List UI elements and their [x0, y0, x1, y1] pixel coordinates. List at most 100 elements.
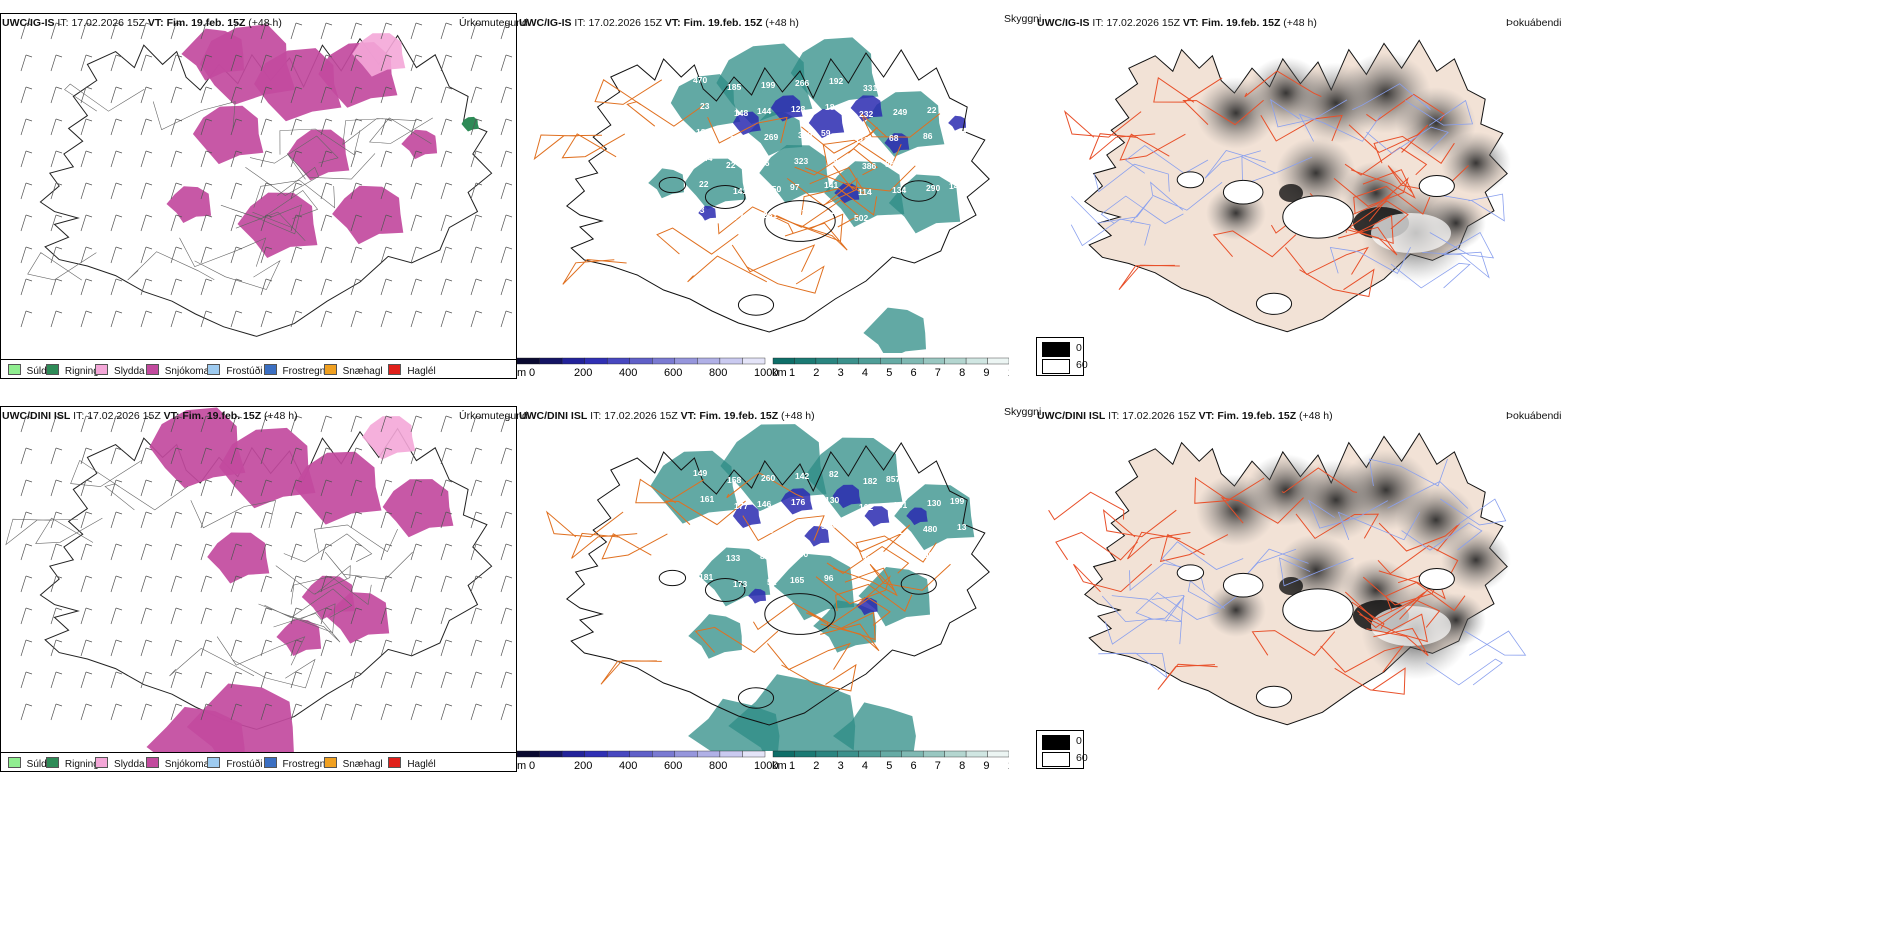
visibility-label: 149: [693, 468, 707, 478]
vis-color-step: [901, 750, 924, 758]
low-visibility-areas: [650, 424, 975, 751]
legend-label: Rigning: [64, 366, 99, 377]
rivers: [1098, 458, 1527, 686]
visibility-label: 319: [798, 130, 812, 140]
visibility-label: 249: [893, 107, 907, 117]
visibility-label: 97: [957, 129, 967, 139]
legend-item-rigning: Rigning: [45, 364, 99, 377]
visibility-label: 86: [923, 131, 933, 141]
panel-title-ptype-row2: Úrkomutegund: [459, 410, 528, 422]
visibility-tick-label: 1: [789, 367, 795, 378]
visibility-label: 22: [927, 105, 937, 115]
visibility-tick-label: 1: [789, 760, 795, 771]
visibility-label: 31: [885, 552, 895, 562]
legend-item-snæhagl: Snæhagl: [323, 364, 383, 377]
visibility-label: 205: [855, 528, 869, 538]
visibility-label: 158: [727, 475, 741, 485]
height-color-step: [697, 750, 721, 758]
legend-swatch: [7, 364, 21, 375]
visibility-label: 174: [797, 208, 811, 218]
visibility-label: 22: [703, 546, 713, 556]
fog-legend-row1: 0 60: [1036, 337, 1088, 376]
legend-item-súld: Súld: [7, 757, 47, 770]
visibility-label: 192: [829, 76, 843, 86]
visibility-tick-label: 9: [983, 367, 989, 378]
vis-color-step: [794, 750, 817, 758]
legend-swatch: [145, 757, 159, 768]
visibility-label: 146: [757, 499, 771, 509]
visibility-map-row2: 149 158 260 142 82 182 857 151 132 161 177 146 176 13…: [545, 424, 990, 751]
visibility-tick-label: 6: [911, 760, 917, 771]
height-color-step: [674, 750, 698, 758]
rain-area: [461, 116, 480, 132]
height-color-step: [539, 357, 563, 365]
fog-legend-label: 0: [1076, 342, 1082, 354]
fog-legend-item: 0: [1042, 342, 1082, 357]
ptype-panel-row1: Súld Rigning Slydda Snjókoma Frostúði Frostre…: [0, 13, 517, 379]
ptype-legend-row2: Súld Rigning Slydda Snjókoma Frostúði Frostre…: [1, 752, 516, 771]
vis-color-step: [858, 750, 881, 758]
legend-label: Haglél: [407, 759, 436, 770]
legend-label: Snæhagl: [342, 759, 383, 770]
legend-label: Slydda: [114, 759, 145, 770]
vis-color-step: [772, 357, 795, 365]
legend-item-snæhagl: Snæhagl: [323, 757, 383, 770]
height-colorbar: m 0 200 400 600 800 1000: [517, 750, 778, 771]
snow-areas: [146, 407, 454, 752]
fog-panel-row2: [1036, 406, 1556, 772]
legend-item-frostregn: Frostregn: [263, 757, 325, 770]
visibility-label: 182: [863, 476, 877, 486]
visibility-label: 186: [696, 127, 710, 137]
vis-color-step: [880, 357, 902, 365]
fog-map-row1: [1063, 39, 1511, 333]
height-color-step: [561, 357, 585, 365]
vis-color-step: [944, 750, 967, 758]
legend-label: Snjókoma: [164, 366, 210, 377]
visibility-panel-row2: 149 158 260 142 82 182 857 151 132 161 177 146 176 13…: [518, 406, 1036, 772]
ptype-map-row2: [5, 407, 513, 752]
visibility-label: 97: [790, 182, 800, 192]
fog-index-areas: [1196, 52, 1511, 283]
visibility-tick-label: 4: [862, 760, 868, 771]
visibility-label: 141: [733, 186, 747, 196]
vis-color-step: [880, 750, 902, 758]
visibility-label: 22: [726, 160, 736, 170]
visibility-unit: km: [772, 760, 787, 771]
visibility-label: 181: [699, 572, 713, 582]
visibility-tick-label: 7: [935, 760, 941, 771]
height-tick-label: 800: [709, 760, 727, 771]
visibility-label: 128: [791, 104, 805, 114]
legend-label: Frostregn: [282, 366, 326, 377]
visibility-panel-row1: 470 185 199 266 192 331 139 164 395 23 148 144 128 18…: [518, 13, 1036, 379]
visibility-tick-label: 3: [838, 367, 844, 378]
visibility-label: 269: [764, 132, 778, 142]
fog-index-areas: [1196, 449, 1511, 680]
visibility-tick-label: 2: [813, 367, 819, 378]
visibility-label: 232: [859, 109, 873, 119]
visibility-label: 139: [886, 81, 900, 91]
legend-swatch: [263, 757, 277, 768]
legend-swatch: [323, 757, 337, 768]
visibility-label: 86: [885, 159, 895, 169]
visibility-label: 323: [794, 156, 808, 166]
visibility-label: 208: [862, 554, 876, 564]
visibility-colorbar: km1 2 3 4 5 6 7 8 9 10: [772, 357, 1009, 378]
visibility-label: 266: [795, 78, 809, 88]
height-color-step: [652, 750, 676, 758]
fog-legend-label: 60: [1076, 752, 1088, 764]
fog-legend-label: 0: [1076, 735, 1082, 747]
vis-color-step: [794, 357, 817, 365]
visibility-label: 92: [730, 527, 740, 537]
visibility-label: 161: [700, 494, 714, 504]
legend-swatch: [145, 364, 159, 375]
visibility-label: 133: [726, 553, 740, 563]
fog-legend-swatch: [1042, 342, 1070, 357]
visibility-label: 650: [767, 184, 781, 194]
vis-color-step: [922, 750, 945, 758]
legend-item-frostúði: Frostúði: [207, 757, 262, 770]
visibility-label: 199: [950, 496, 964, 506]
visibility-label: 55: [764, 525, 774, 535]
height-color-step: [674, 357, 698, 365]
height-tick-label: 0: [529, 367, 535, 378]
